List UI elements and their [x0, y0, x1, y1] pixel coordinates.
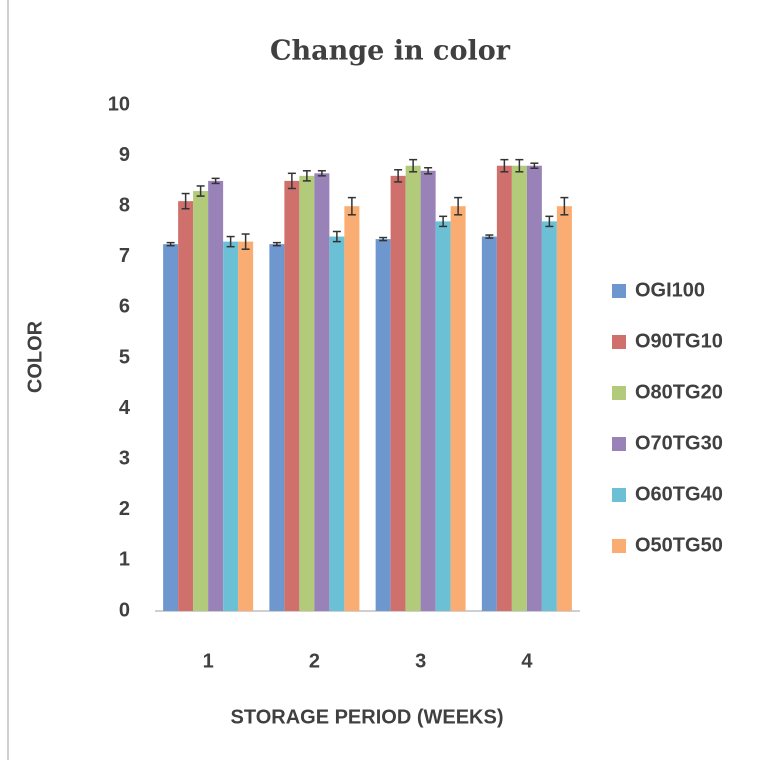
x-tick-label: 3: [415, 650, 426, 672]
bar: [435, 221, 451, 611]
error-bar: [545, 215, 554, 228]
legend-label: O70TG30: [635, 432, 723, 454]
y-tick-label: 4: [119, 397, 131, 419]
y-axis-label: COLOR: [24, 320, 46, 393]
x-axis-label: STORAGE PERIOD (WEEKS): [231, 706, 504, 728]
y-tick-label: 8: [119, 194, 130, 216]
bar: [299, 175, 315, 611]
error-bar: [211, 177, 220, 185]
legend-label: O80TG20: [635, 381, 723, 403]
bar: [405, 165, 421, 611]
bar: [496, 165, 512, 611]
bar: [178, 201, 194, 611]
error-bar: [241, 233, 250, 250]
legend-label: OGI100: [635, 279, 705, 301]
bar: [163, 244, 179, 611]
error-bar: [485, 234, 494, 239]
error-bar: [439, 215, 448, 228]
error-bar: [500, 158, 509, 173]
bar: [556, 206, 572, 611]
error-bar: [302, 170, 311, 182]
error-bar: [332, 230, 341, 243]
error-bar: [560, 196, 569, 216]
error-bar: [287, 172, 296, 190]
bar: [193, 191, 209, 611]
legend-swatch: [612, 437, 626, 451]
bar: [208, 180, 224, 611]
error-bar: [379, 236, 388, 242]
bar: [329, 236, 345, 611]
bar: [223, 241, 239, 611]
bar: [481, 236, 497, 611]
error-bar: [409, 158, 418, 173]
error-bar: [196, 185, 205, 197]
legend-swatch: [612, 335, 626, 349]
error-bar: [454, 196, 463, 216]
error-bar: [166, 241, 175, 247]
legend-label: O60TG40: [635, 483, 723, 505]
error-bar: [530, 162, 539, 169]
bar: [511, 165, 527, 611]
bar: [344, 206, 360, 611]
error-bar: [181, 192, 190, 210]
bar: [284, 180, 300, 611]
bar: [375, 239, 391, 611]
legend-swatch: [612, 539, 626, 553]
bar: [269, 244, 285, 611]
legend-label: O90TG10: [635, 330, 723, 352]
error-bar: [317, 170, 326, 177]
bar: [526, 165, 542, 611]
y-tick-label: 5: [119, 346, 130, 368]
y-tick-label: 2: [119, 498, 130, 520]
y-tick-label: 9: [119, 144, 130, 166]
bar: [541, 221, 557, 611]
error-bar: [394, 169, 403, 183]
chart-title: Change in color: [270, 36, 511, 67]
bar: [390, 175, 406, 611]
x-tick-label: 2: [309, 650, 320, 672]
y-tick-label: 10: [108, 93, 130, 115]
error-bar: [515, 158, 524, 173]
bar: [238, 241, 254, 611]
error-bar: [272, 241, 281, 247]
bar: [450, 206, 466, 611]
error-bar: [347, 196, 356, 216]
legend-swatch: [612, 284, 626, 298]
legend-swatch: [612, 386, 626, 400]
y-tick-label: 6: [119, 296, 130, 318]
y-tick-label: 0: [119, 599, 130, 621]
bar: [420, 170, 436, 611]
error-bar: [226, 235, 235, 248]
y-tick-label: 1: [119, 549, 130, 571]
legend-swatch: [612, 488, 626, 502]
legend-label: O50TG50: [635, 534, 723, 556]
y-tick-label: 3: [119, 447, 130, 469]
x-tick-label: 4: [521, 650, 533, 672]
y-tick-label: 7: [119, 245, 130, 267]
error-bar: [424, 166, 433, 175]
x-tick-label: 1: [203, 650, 214, 672]
bar: [314, 173, 330, 611]
